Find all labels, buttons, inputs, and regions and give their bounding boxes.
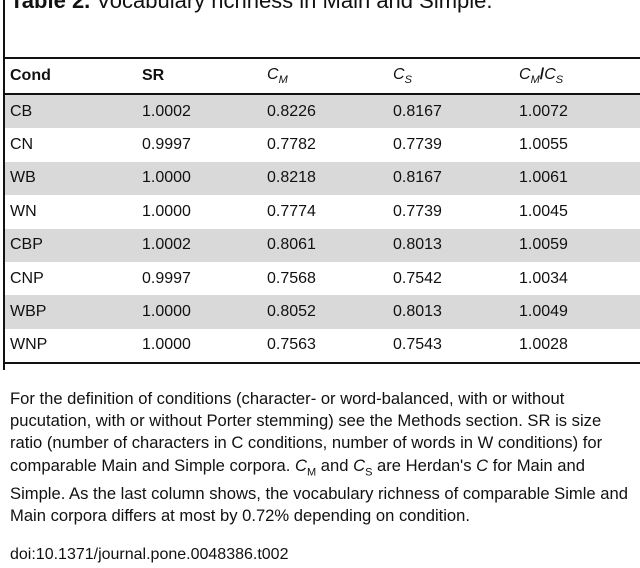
cell: 0.7543 — [393, 336, 442, 354]
column-header: SR — [137, 58, 262, 95]
cell: 0.8013 — [393, 236, 442, 254]
table-label: Table 2. — [10, 0, 91, 13]
table-row: CN 0.9997 0.7782 0.7739 1.0055 — [5, 128, 640, 161]
cell: 0.8061 — [267, 236, 316, 254]
row-label: CN — [10, 136, 34, 154]
table-row: CNP 0.9997 0.7568 0.7542 1.0034 — [5, 262, 640, 295]
cell: 0.8226 — [267, 102, 316, 120]
subscript: S — [404, 74, 412, 87]
text-segment: For the definition of conditions (charac… — [10, 389, 603, 475]
table-row: CB 1.0002 0.8226 0.8167 1.0072 — [5, 94, 640, 129]
cell: 0.8167 — [393, 102, 442, 120]
subscript: S — [365, 465, 373, 478]
cell: 0.7563 — [267, 336, 316, 354]
row-label: WNP — [10, 336, 48, 354]
row-label: WB — [10, 169, 36, 187]
cell: 0.9997 — [142, 136, 191, 154]
text-segment: for Main and Simple. As the last column … — [10, 455, 628, 526]
cell: 1.0045 — [519, 202, 568, 220]
cell: 1.0000 — [142, 169, 191, 187]
table-row: CBP 1.0002 0.8061 0.8013 1.0059 — [5, 228, 640, 262]
title-text: Vocabulary richness in Main and Simple. — [96, 0, 493, 13]
table-row: WBP 1.0000 0.8052 0.8013 1.0049 — [5, 295, 640, 329]
text-segment: Cond — [10, 67, 51, 84]
header-row: Cond SR CM CS CM/CS — [5, 58, 640, 95]
cell: 1.0034 — [519, 269, 568, 287]
subscript: S — [555, 74, 564, 87]
table-row: WNP 1.0000 0.7563 0.7543 1.0028 — [5, 329, 640, 363]
row-label: CB — [10, 102, 33, 120]
frame-border — [3, 0, 640, 370]
cell: 0.9997 — [142, 269, 191, 287]
cell: 0.7739 — [393, 202, 442, 220]
text-segment: C — [519, 65, 531, 83]
footnote: For the definition of conditions (charac… — [10, 388, 638, 528]
row-label: CNP — [10, 269, 44, 287]
cell: 1.0055 — [519, 136, 568, 154]
column-header: Cond — [5, 58, 137, 95]
cell: 0.8052 — [267, 303, 316, 321]
cell: 1.0000 — [142, 202, 191, 220]
cell: 1.0072 — [519, 102, 568, 120]
text-segment: C — [267, 65, 279, 83]
cell: 0.7774 — [267, 202, 316, 220]
cell: 0.7568 — [267, 269, 316, 287]
text-segment: and — [316, 455, 354, 475]
cell: 1.0000 — [142, 336, 191, 354]
cell: 0.7542 — [393, 269, 442, 287]
row-label: CBP — [10, 236, 43, 254]
text-segment: C — [393, 65, 405, 83]
text-segment: C — [544, 65, 556, 83]
doi: doi:10.1371/journal.pone.0048386.t002 — [10, 546, 289, 563]
text-segment: SR — [142, 67, 165, 84]
row-label: WN — [10, 202, 37, 220]
column-header: CM/CS — [514, 58, 640, 95]
table-row: WB 1.0000 0.8218 0.8167 1.0061 — [5, 161, 640, 196]
text-segment: are Herdan's — [372, 455, 477, 475]
cell: 0.8218 — [267, 169, 316, 187]
column-header: CS — [388, 58, 514, 95]
column-header: CM — [262, 58, 388, 95]
text-segment: C — [353, 455, 366, 475]
subscript: M — [307, 465, 317, 478]
table-title: Table 2. Vocabulary richness in Main and … — [10, 0, 493, 14]
cell: 1.0059 — [519, 236, 568, 254]
cell: 1.0028 — [519, 336, 568, 354]
data-table: Cond SR CM CS CM/CS CB 1.0002 0.8226 0.8167 1.007… — [5, 57, 640, 365]
text-segment: C — [476, 455, 489, 475]
cell: 1.0049 — [519, 303, 568, 321]
cell: 1.0002 — [142, 236, 191, 254]
cell: 1.0002 — [142, 102, 191, 120]
cell: 0.7739 — [393, 136, 442, 154]
text-segment: / — [539, 65, 545, 83]
cell: 0.7782 — [267, 136, 316, 154]
text-segment: C — [295, 455, 307, 475]
cell: 0.8167 — [393, 169, 442, 187]
subscript: M — [278, 74, 288, 87]
cell: 1.0000 — [142, 303, 191, 321]
cell: 1.0061 — [519, 169, 568, 187]
table-row: WN 1.0000 0.7774 0.7739 1.0045 — [5, 195, 640, 228]
row-label: WBP — [10, 303, 47, 321]
cell: 0.8013 — [393, 303, 442, 321]
subscript: M — [530, 74, 540, 87]
